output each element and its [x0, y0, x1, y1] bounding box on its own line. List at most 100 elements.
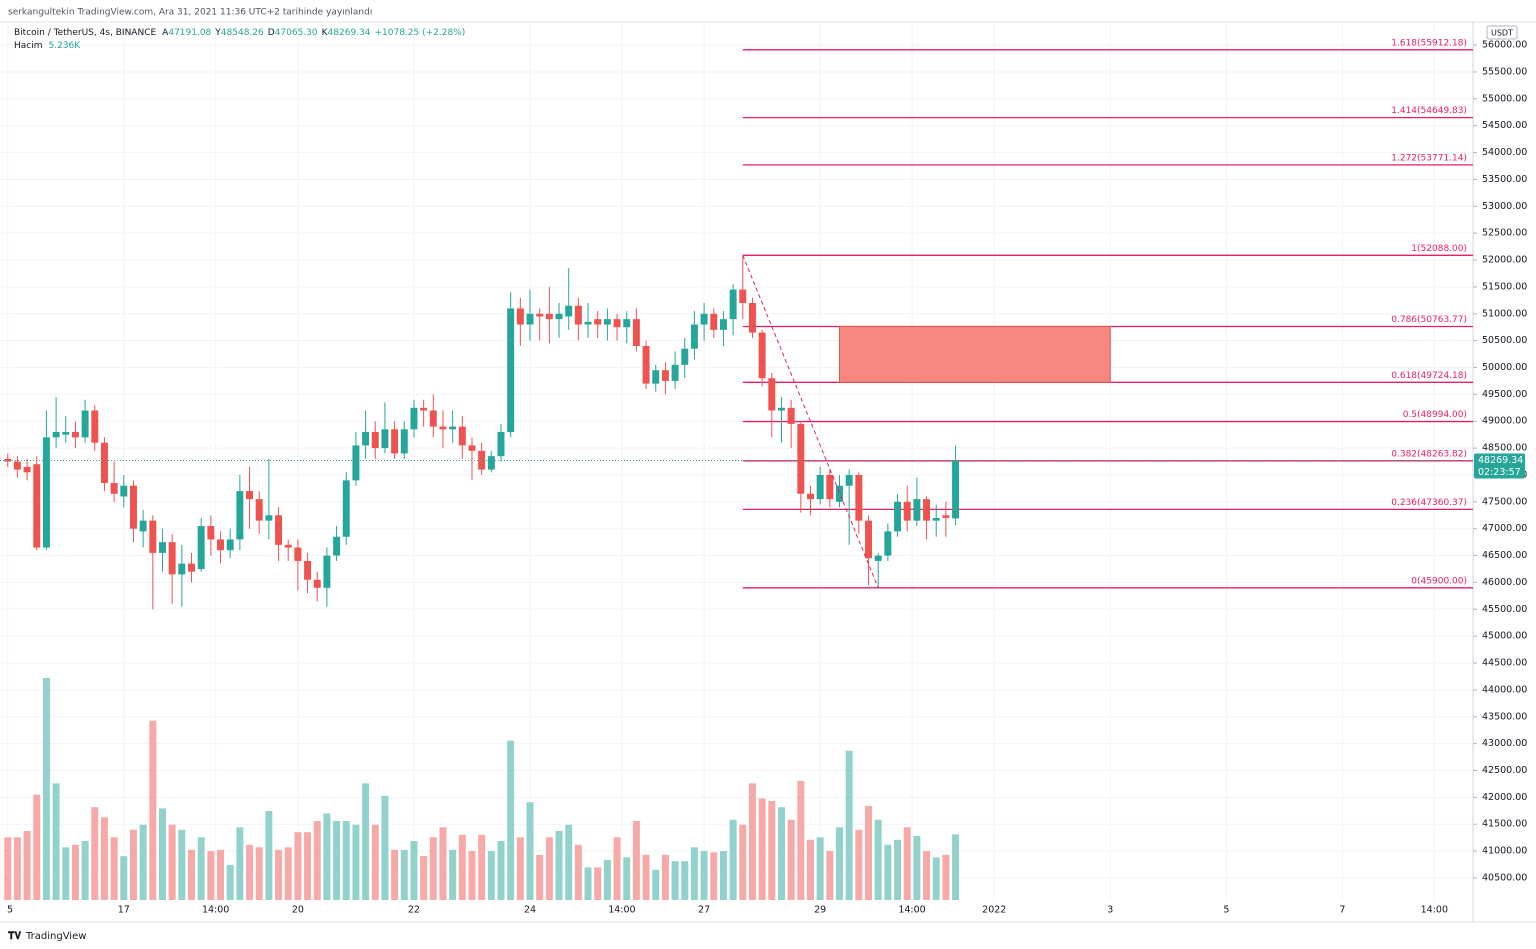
y-tick-label: 46000.00 [1482, 577, 1527, 588]
candle-body [719, 319, 727, 330]
x-tick-label: 27 [698, 905, 710, 916]
candle-body [661, 370, 669, 381]
fib-label: 1(52088.00) [1411, 244, 1467, 254]
volume-bar [671, 861, 679, 900]
countdown: 02:23:57 [1478, 467, 1521, 478]
candle-body [845, 474, 853, 486]
volume-bar [91, 807, 99, 900]
volume-bar [681, 861, 689, 900]
volume-bar [62, 847, 70, 900]
candle-body [168, 542, 176, 575]
y-tick-label: 42500.00 [1482, 765, 1527, 776]
zone [839, 325, 1111, 383]
volume-bar [352, 824, 360, 900]
volume-bar [719, 851, 727, 900]
candle-body [410, 407, 418, 430]
candle-body [207, 526, 215, 540]
candle-body [217, 539, 224, 551]
candle-body [52, 431, 60, 438]
candle-body [226, 539, 234, 551]
y-tick-label: 55500.00 [1482, 66, 1527, 77]
candle-body [632, 319, 640, 347]
candle-body [748, 303, 756, 333]
candle-body [603, 319, 611, 325]
candle-body [120, 485, 128, 497]
volume-bar [758, 798, 766, 900]
candle-body [923, 499, 931, 521]
volume-bar [777, 807, 785, 900]
y-tick-label: 44000.00 [1482, 684, 1527, 695]
y-tick-label: 46500.00 [1482, 550, 1527, 561]
volume-bar [768, 800, 776, 900]
volume-bar [4, 837, 12, 900]
y-tick-label: 52500.00 [1482, 228, 1527, 239]
x-tick-label: 5 [7, 905, 13, 916]
candle-body [613, 319, 621, 328]
volume-bar [700, 851, 708, 900]
volume-bar [362, 783, 370, 900]
y-tick-label: 48500.00 [1482, 443, 1527, 454]
y-tick-label: 50500.00 [1482, 335, 1527, 346]
volume-bar [642, 854, 650, 900]
fib-label: 0.236(47360.37) [1391, 498, 1467, 508]
candle-body [700, 313, 708, 325]
candle-body [159, 542, 166, 553]
candle-body [4, 458, 12, 462]
volume-bar [304, 832, 312, 900]
candle-body [100, 442, 108, 484]
volume-bar [323, 813, 331, 900]
y-tick-label: 50000.00 [1482, 362, 1527, 373]
volume-bar [826, 851, 834, 900]
volume-bar [661, 854, 669, 900]
candle-body [565, 305, 573, 317]
volume-bar [748, 783, 756, 900]
candle-body [497, 431, 505, 457]
candle-body [42, 437, 50, 548]
volume-bar [275, 849, 283, 900]
volume-bar [884, 844, 892, 900]
footer-logo: TradingView [25, 931, 86, 942]
volume-bar [652, 869, 660, 900]
candle-body [371, 431, 379, 449]
candle-body [855, 474, 863, 521]
volume-bar [516, 837, 524, 900]
x-tick-label: 17 [118, 905, 130, 916]
volume-bar [913, 836, 921, 900]
volume-bar [903, 827, 911, 900]
y-tick-label: 47500.00 [1482, 496, 1527, 507]
y-tick-label: 52000.00 [1482, 255, 1527, 266]
volume-bar [13, 837, 21, 900]
volume-bar [865, 805, 873, 900]
candle-body [458, 426, 466, 446]
currency-box [1486, 25, 1518, 40]
x-tick-label: 20 [292, 905, 304, 916]
candle-body [865, 520, 873, 559]
volume-bar [594, 867, 602, 900]
volume-bar [565, 824, 573, 900]
volume-bar [874, 819, 882, 900]
candle-body [149, 520, 157, 553]
candle-body [507, 308, 515, 432]
volume-bar [855, 829, 863, 900]
volume-bar [613, 837, 621, 900]
candle-body [807, 493, 814, 500]
volume-bar [487, 851, 495, 900]
candle-body [594, 319, 602, 325]
volume-bar [449, 849, 457, 900]
x-tick-label: 14:00 [608, 905, 635, 916]
candle-body [255, 499, 263, 521]
candle-body [449, 426, 457, 430]
y-tick-label: 41500.00 [1482, 819, 1527, 830]
volume-bar [845, 750, 853, 900]
volume-bar [942, 854, 950, 900]
candle-body [236, 491, 244, 540]
volume-bar [458, 834, 466, 900]
candle-body [623, 319, 631, 328]
y-tick-label: 56000.00 [1482, 40, 1527, 51]
volume-name: Hacim [14, 41, 43, 51]
last-price-tag [1474, 453, 1525, 479]
legend-line: Bitcoin / TetherUS, 4s, BINANCE A47191.08… [14, 28, 465, 38]
volume-bar [574, 844, 582, 900]
candle-body [555, 313, 563, 320]
change: +1078.25 (+2.28%) [375, 28, 466, 38]
